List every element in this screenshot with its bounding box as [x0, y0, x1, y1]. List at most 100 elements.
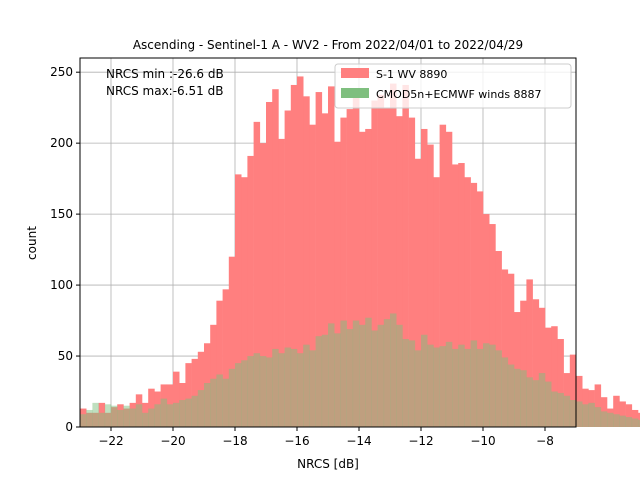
bar-s1-76 — [551, 326, 558, 427]
bar-s1-51 — [396, 116, 403, 427]
bar-s1-30 — [266, 101, 273, 427]
bar-s1-46 — [365, 128, 372, 427]
bar-cmod-33 — [284, 347, 292, 427]
y-tick-label-5: 250 — [50, 65, 73, 79]
y-tick-label-0: 0 — [65, 420, 73, 434]
bar-cmod-21 — [210, 378, 217, 427]
bar-s1-28 — [253, 121, 261, 427]
bar-cmod-2 — [92, 402, 99, 427]
bar-cmod-22 — [216, 374, 223, 427]
bar-s1-44 — [352, 96, 360, 428]
bar-cmod-15 — [173, 402, 180, 427]
bar-cmod-75 — [545, 381, 552, 427]
bar-s1-88 — [625, 404, 633, 427]
bar-s1-67 — [495, 251, 502, 427]
bar-s1-71 — [520, 300, 527, 427]
bar-s1-15 — [173, 371, 180, 427]
bar-cmod-31 — [272, 348, 279, 427]
x-tick-label-0: −22 — [98, 434, 123, 448]
bar-cmod-87 — [619, 415, 626, 427]
bar-cmod-39 — [321, 334, 329, 427]
bar-cmod-52 — [402, 339, 409, 427]
bar-cmod-79 — [569, 400, 577, 427]
bar-cmod-12 — [154, 404, 161, 427]
bar-cmod-53 — [408, 340, 416, 427]
bar-s1-29 — [259, 143, 267, 427]
bar-cmod-5 — [111, 405, 118, 427]
bar-cmod-74 — [538, 373, 546, 427]
bar-cmod-14 — [166, 404, 174, 427]
bar-cmod-65 — [483, 343, 490, 427]
bar-cmod-76 — [551, 391, 558, 427]
bar-cmod-1 — [86, 409, 93, 427]
bar-cmod-46 — [365, 317, 372, 427]
y-tick-label-2: 100 — [50, 278, 73, 292]
bar-cmod-0 — [80, 414, 87, 427]
y-tick-label-3: 150 — [50, 207, 73, 221]
bar-s1-55 — [421, 128, 428, 427]
bar-cmod-84 — [600, 411, 608, 427]
bar-cmod-57 — [433, 347, 440, 427]
bar-cmod-68 — [501, 357, 509, 427]
bar-s1-17 — [185, 363, 192, 427]
bar-cmod-55 — [421, 334, 428, 427]
bar-s1-59 — [445, 131, 453, 428]
bar-s1-43 — [346, 109, 354, 427]
bar-s1-57 — [433, 177, 440, 427]
y-tick-label-4: 200 — [50, 136, 73, 150]
bar-cmod-60 — [452, 348, 459, 427]
bar-cmod-3 — [98, 412, 106, 427]
bar-cmod-58 — [439, 346, 447, 427]
x-tick-label-2: −18 — [222, 434, 247, 448]
nrcs-max-annotation: NRCS max:-6.51 dB — [106, 84, 223, 98]
nrcs-min-annotation: NRCS min :-26.6 dB — [106, 67, 224, 81]
bar-cmod-44 — [352, 320, 360, 427]
bar-cmod-80 — [576, 401, 583, 427]
bar-cmod-29 — [259, 356, 267, 427]
chart-title: Ascending - Sentinel-1 A - WV2 - From 20… — [133, 38, 523, 52]
bar-s1-62 — [464, 177, 471, 427]
bar-cmod-86 — [613, 414, 620, 427]
plot-area-frame — [79, 57, 577, 428]
bar-cmod-82 — [588, 402, 595, 427]
bar-cmod-20 — [204, 383, 211, 427]
bar-s1-87 — [619, 401, 626, 427]
bar-cmod-66 — [489, 344, 496, 427]
bar-cmod-77 — [557, 392, 564, 427]
legend-swatch-cmod — [341, 88, 369, 98]
bar-s1-61 — [458, 163, 465, 427]
bar-cmod-17 — [185, 398, 192, 427]
bar-s1-74 — [538, 307, 546, 427]
bar-cmod-88 — [625, 417, 633, 427]
bar-cmod-49 — [383, 319, 391, 427]
bar-cmod-16 — [179, 400, 186, 427]
bar-s1-22 — [216, 300, 223, 427]
bar-s1-53 — [408, 117, 416, 427]
bar-cmod-11 — [148, 408, 155, 427]
bar-cmod-69 — [507, 364, 515, 427]
bar-s1-79 — [569, 354, 577, 427]
bar-cmod-56 — [427, 344, 434, 427]
x-tick-label-3: −16 — [284, 434, 309, 448]
legend: S-1 WV 8890 CMOD5n+ECMWF winds 8887 — [334, 63, 572, 109]
bar-cmod-81 — [582, 404, 589, 427]
bar-cmod-34 — [290, 348, 298, 427]
bar-s1-86 — [613, 395, 620, 427]
x-tick-label-4: −14 — [346, 434, 371, 448]
bar-s1-65 — [483, 214, 490, 427]
bar-s1-23 — [222, 289, 230, 427]
bar-cmod-19 — [197, 390, 205, 427]
bar-s1-11 — [148, 388, 155, 427]
bar-cmod-43 — [346, 329, 354, 427]
bar-cmod-32 — [278, 353, 285, 427]
bar-cmod-10 — [142, 412, 149, 427]
bar-s1-73 — [532, 299, 540, 427]
y-axis: 0 50 100 150 200 250 — [50, 65, 80, 434]
bar-s1-31 — [272, 89, 279, 427]
bar-s1-33 — [284, 110, 292, 427]
x-tick-label-7: −8 — [536, 434, 554, 448]
bar-cmod-13 — [160, 398, 168, 427]
bar-cmod-48 — [377, 324, 385, 427]
bar-s1-18 — [191, 358, 199, 427]
bar-s1-24 — [228, 256, 236, 427]
